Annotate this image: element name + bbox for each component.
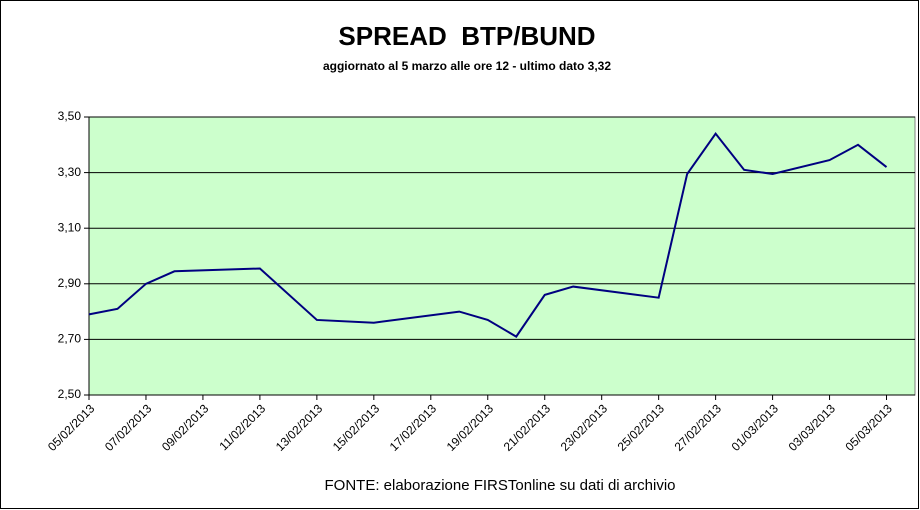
plot-area: [88, 116, 916, 396]
y-tick-label: 3,50: [58, 109, 82, 123]
y-tick-label: 2,70: [58, 332, 82, 346]
y-tick-label: 3,30: [58, 165, 82, 179]
chart-subtitle: aggiornato al 5 marzo alle ore 12 - ulti…: [323, 59, 611, 73]
source-note: FONTE: elaborazione FIRSTonline su dati …: [325, 477, 676, 494]
chart-title: SPREAD BTP/BUND: [338, 21, 595, 51]
y-tick-label: 2,90: [58, 276, 82, 290]
y-tick-label: 2,50: [58, 387, 82, 401]
y-tick-label: 3,10: [58, 220, 82, 234]
data-line: [88, 132, 888, 338]
